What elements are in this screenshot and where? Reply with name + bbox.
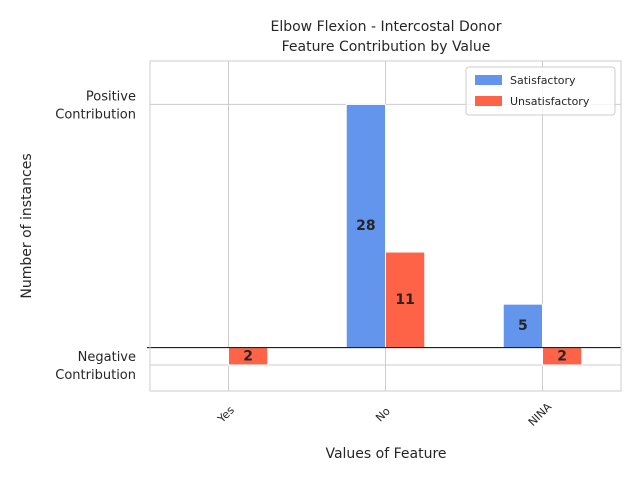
- plot-frame: [149, 60, 622, 392]
- x-axis-label: Values of Feature: [325, 446, 446, 462]
- chart-title-line-1: Elbow Flexion - Intercostal Donor: [270, 19, 501, 35]
- y-tick-label: Contribution: [55, 368, 136, 383]
- bar-satisfactory-no: [345, 103, 386, 349]
- legend-label-unsatisfactory: Unsatisfactory: [510, 95, 590, 108]
- x-tick-label: No: [373, 404, 393, 424]
- data-label: 5: [518, 318, 528, 334]
- legend-swatch-unsatisfactory: [475, 96, 502, 106]
- legend-label-satisfactory: Satisfactory: [510, 74, 576, 87]
- data-label: 28: [356, 218, 375, 234]
- x-tick-label: Yes: [214, 403, 237, 426]
- legend-swatch-satisfactory: [475, 75, 502, 85]
- y-axis-label: Number of instances: [19, 153, 35, 298]
- bar-unsatisfactory-no: [385, 251, 426, 349]
- plot-area: 2 28 11 5 2 Yes No NINA Positive Contribution Nega…: [55, 60, 622, 429]
- y-tick-label: Negative: [78, 350, 136, 365]
- legend-box: [465, 66, 616, 116]
- data-label: 2: [557, 348, 567, 364]
- chart-title-line-2: Feature Contribution by Value: [282, 39, 491, 55]
- data-label: 11: [395, 292, 414, 308]
- data-label: 2: [243, 348, 253, 364]
- y-tick-label: Positive: [86, 89, 136, 104]
- x-tick-label: NINA: [526, 400, 555, 429]
- y-tick-label: Contribution: [55, 107, 136, 122]
